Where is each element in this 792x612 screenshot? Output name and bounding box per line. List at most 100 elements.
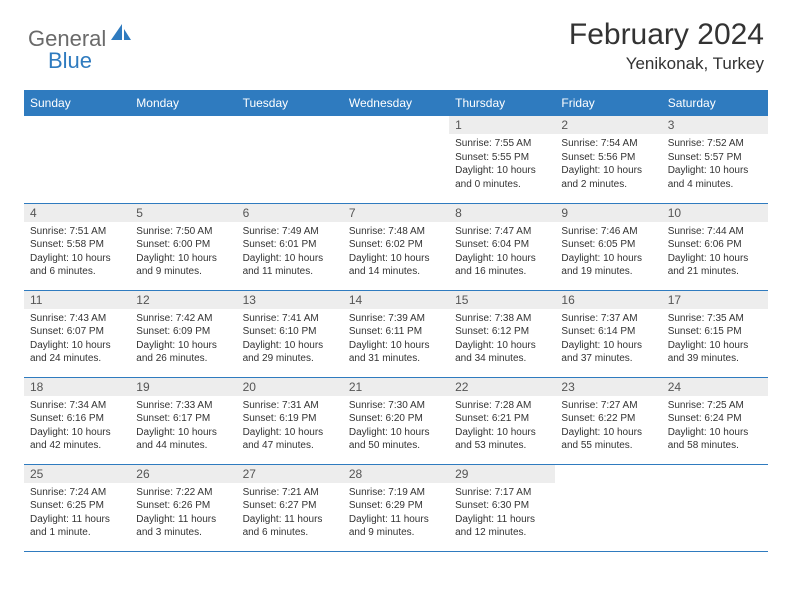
day-sr: Sunrise: 7:43 AM xyxy=(30,312,124,326)
day-sr: Sunrise: 7:52 AM xyxy=(668,137,762,151)
day-dl1: Daylight: 10 hours xyxy=(561,426,655,440)
calendar-row: 4Sunrise: 7:51 AMSunset: 5:58 PMDaylight… xyxy=(24,203,768,290)
day-dl2: and 53 minutes. xyxy=(455,439,549,453)
day-dl2: and 9 minutes. xyxy=(349,526,443,540)
day-dl2: and 37 minutes. xyxy=(561,352,655,366)
day-sr: Sunrise: 7:19 AM xyxy=(349,486,443,500)
day-dl2: and 58 minutes. xyxy=(668,439,762,453)
day-sr: Sunrise: 7:39 AM xyxy=(349,312,443,326)
day-dl1: Daylight: 10 hours xyxy=(668,426,762,440)
day-details: Sunrise: 7:28 AMSunset: 6:21 PMDaylight:… xyxy=(449,396,555,457)
day-number: 23 xyxy=(555,378,661,396)
day-sr: Sunrise: 7:46 AM xyxy=(561,225,655,239)
day-sr: Sunrise: 7:37 AM xyxy=(561,312,655,326)
day-sr: Sunrise: 7:30 AM xyxy=(349,399,443,413)
day-details: Sunrise: 7:22 AMSunset: 6:26 PMDaylight:… xyxy=(130,483,236,544)
day-number: 12 xyxy=(130,291,236,309)
col-sunday: Sunday xyxy=(24,90,130,116)
day-cell: 24Sunrise: 7:25 AMSunset: 6:24 PMDayligh… xyxy=(662,377,768,464)
header: General February 2024 Yenikonak, Turkey xyxy=(0,0,792,82)
day-dl2: and 16 minutes. xyxy=(455,265,549,279)
day-cell: 18Sunrise: 7:34 AMSunset: 6:16 PMDayligh… xyxy=(24,377,130,464)
day-dl1: Daylight: 11 hours xyxy=(349,513,443,527)
day-dl2: and 2 minutes. xyxy=(561,178,655,192)
day-dl2: and 9 minutes. xyxy=(136,265,230,279)
day-sr: Sunrise: 7:17 AM xyxy=(455,486,549,500)
day-number: 15 xyxy=(449,291,555,309)
day-dl2: and 12 minutes. xyxy=(455,526,549,540)
day-sr: Sunrise: 7:55 AM xyxy=(455,137,549,151)
day-details: Sunrise: 7:43 AMSunset: 6:07 PMDaylight:… xyxy=(24,309,130,370)
day-number: 28 xyxy=(343,465,449,483)
day-details: Sunrise: 7:31 AMSunset: 6:19 PMDaylight:… xyxy=(237,396,343,457)
day-number: 3 xyxy=(662,116,768,134)
day-details: Sunrise: 7:47 AMSunset: 6:04 PMDaylight:… xyxy=(449,222,555,283)
day-number: 19 xyxy=(130,378,236,396)
day-cell: 3 Sunrise: 7:52 AMSunset: 5:57 PMDaylight… xyxy=(662,116,768,203)
col-monday: Monday xyxy=(130,90,236,116)
day-dl1: Daylight: 10 hours xyxy=(243,252,337,266)
day-dl2: and 44 minutes. xyxy=(136,439,230,453)
day-dl2: and 0 minutes. xyxy=(455,178,549,192)
day-sr: Sunrise: 7:41 AM xyxy=(243,312,337,326)
day-dl1: Daylight: 10 hours xyxy=(30,339,124,353)
day-cell: 8Sunrise: 7:47 AMSunset: 6:04 PMDaylight… xyxy=(449,203,555,290)
day-ss: Sunset: 6:14 PM xyxy=(561,325,655,339)
day-ss: Sunset: 6:15 PM xyxy=(668,325,762,339)
day-dl2: and 6 minutes. xyxy=(30,265,124,279)
day-dl1: Daylight: 11 hours xyxy=(455,513,549,527)
day-dl1: Daylight: 11 hours xyxy=(243,513,337,527)
col-friday: Friday xyxy=(555,90,661,116)
day-cell: 26Sunrise: 7:22 AMSunset: 6:26 PMDayligh… xyxy=(130,464,236,551)
day-sr: Sunrise: 7:49 AM xyxy=(243,225,337,239)
day-cell: 9Sunrise: 7:46 AMSunset: 6:05 PMDaylight… xyxy=(555,203,661,290)
day-dl2: and 47 minutes. xyxy=(243,439,337,453)
calendar-table: Sunday Monday Tuesday Wednesday Thursday… xyxy=(24,90,768,552)
day-dl1: Daylight: 10 hours xyxy=(561,252,655,266)
day-dl1: Daylight: 10 hours xyxy=(136,252,230,266)
day-sr: Sunrise: 7:21 AM xyxy=(243,486,337,500)
day-sr: Sunrise: 7:25 AM xyxy=(668,399,762,413)
day-dl1: Daylight: 10 hours xyxy=(561,164,655,178)
day-cell: 2Sunrise: 7:54 AMSunset: 5:56 PMDaylight… xyxy=(555,116,661,203)
day-dl2: and 1 minute. xyxy=(30,526,124,540)
day-dl1: Daylight: 10 hours xyxy=(668,164,762,178)
day-number: 26 xyxy=(130,465,236,483)
day-sr: Sunrise: 7:51 AM xyxy=(30,225,124,239)
day-number: 20 xyxy=(237,378,343,396)
day-dl2: and 29 minutes. xyxy=(243,352,337,366)
day-number: 5 xyxy=(130,204,236,222)
day-ss: Sunset: 6:25 PM xyxy=(30,499,124,513)
day-details: Sunrise: 7:38 AMSunset: 6:12 PMDaylight:… xyxy=(449,309,555,370)
day-number: 4 xyxy=(24,204,130,222)
day-sr: Sunrise: 7:27 AM xyxy=(561,399,655,413)
day-sr: Sunrise: 7:48 AM xyxy=(349,225,443,239)
day-ss: Sunset: 6:30 PM xyxy=(455,499,549,513)
calendar-row: 1Sunrise: 7:55 AMSunset: 5:55 PMDaylight… xyxy=(24,116,768,203)
day-cell: 28Sunrise: 7:19 AMSunset: 6:29 PMDayligh… xyxy=(343,464,449,551)
day-dl1: Daylight: 11 hours xyxy=(30,513,124,527)
day-dl2: and 3 minutes. xyxy=(136,526,230,540)
day-cell: 10Sunrise: 7:44 AMSunset: 6:06 PMDayligh… xyxy=(662,203,768,290)
calendar-row: 11Sunrise: 7:43 AMSunset: 6:07 PMDayligh… xyxy=(24,290,768,377)
day-ss: Sunset: 6:12 PM xyxy=(455,325,549,339)
day-cell: 6Sunrise: 7:49 AMSunset: 6:01 PMDaylight… xyxy=(237,203,343,290)
col-thursday: Thursday xyxy=(449,90,555,116)
empty-cell xyxy=(130,116,236,203)
day-details: Sunrise: 7:24 AMSunset: 6:25 PMDaylight:… xyxy=(24,483,130,544)
day-dl2: and 34 minutes. xyxy=(455,352,549,366)
day-dl1: Daylight: 10 hours xyxy=(349,426,443,440)
day-ss: Sunset: 5:57 PM xyxy=(668,151,762,165)
day-ss: Sunset: 6:10 PM xyxy=(243,325,337,339)
logo-text-blue: Blue xyxy=(48,48,92,74)
day-ss: Sunset: 6:04 PM xyxy=(455,238,549,252)
day-cell: 15Sunrise: 7:38 AMSunset: 6:12 PMDayligh… xyxy=(449,290,555,377)
day-dl1: Daylight: 10 hours xyxy=(349,339,443,353)
day-details: Sunrise: 7:54 AMSunset: 5:56 PMDaylight:… xyxy=(555,134,661,195)
day-cell: 23Sunrise: 7:27 AMSunset: 6:22 PMDayligh… xyxy=(555,377,661,464)
logo-sail-icon xyxy=(111,24,131,47)
day-ss: Sunset: 6:24 PM xyxy=(668,412,762,426)
day-details: Sunrise: 7:46 AMSunset: 6:05 PMDaylight:… xyxy=(555,222,661,283)
day-ss: Sunset: 6:02 PM xyxy=(349,238,443,252)
day-dl2: and 24 minutes. xyxy=(30,352,124,366)
